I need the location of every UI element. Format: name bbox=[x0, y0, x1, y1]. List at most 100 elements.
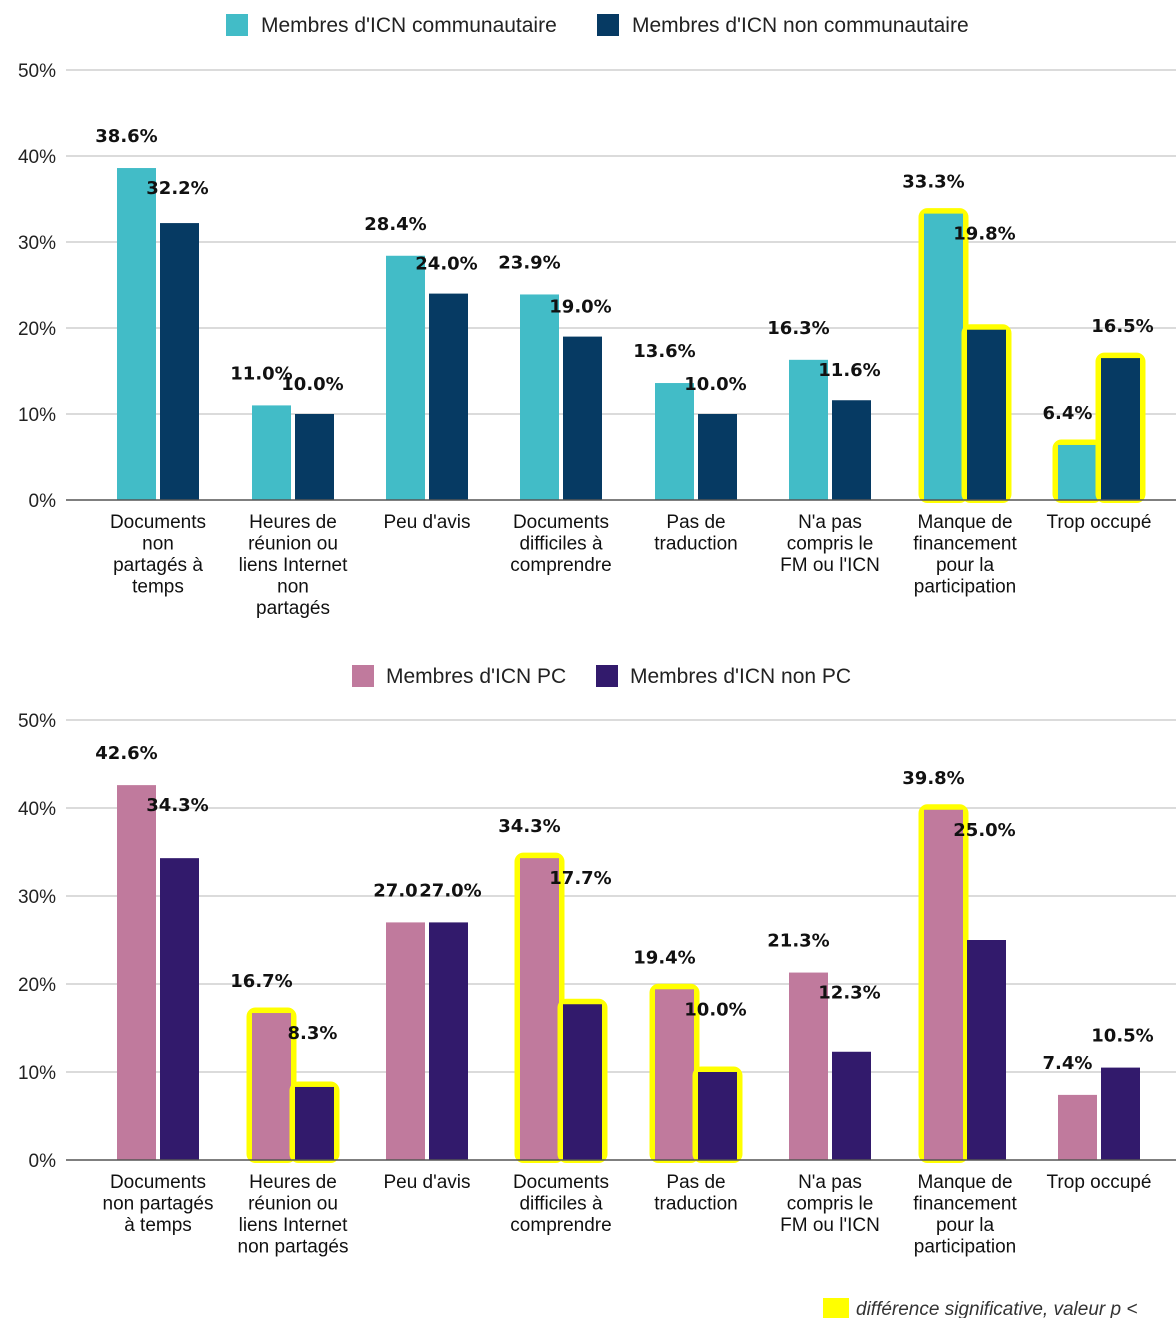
bar-series-a bbox=[789, 972, 828, 1160]
category-label-line: N'a pas bbox=[798, 1172, 862, 1193]
category-label: Documents difficiles à comprendre bbox=[510, 1172, 611, 1236]
category-label-line: comprendre bbox=[510, 555, 611, 576]
data-labels: 38.6%32.2%11.0%10.0%28.4%24.0% 23.9%19.0%… bbox=[95, 126, 1153, 424]
data-label: 19.0% bbox=[549, 297, 611, 318]
category-label-line: à temps bbox=[124, 1215, 192, 1236]
category-label-line: financement bbox=[913, 534, 1017, 555]
y-tick-label: 30% bbox=[18, 887, 56, 908]
bar-series-a bbox=[117, 785, 156, 1160]
data-label: 25.0% bbox=[953, 820, 1015, 841]
y-tick-label: 50% bbox=[18, 61, 56, 82]
category-label-line: pour la bbox=[936, 1215, 995, 1236]
y-tick-label: 30% bbox=[18, 233, 56, 254]
legend-swatch bbox=[597, 14, 619, 36]
category-label-line: Pas de bbox=[666, 1172, 725, 1193]
x-axis-labels: Documents non partagés à temps Heures de réu… bbox=[103, 1172, 1152, 1258]
bar-series-a bbox=[655, 383, 694, 500]
category-label-line: Documents bbox=[513, 512, 609, 533]
data-label: 10.5% bbox=[1091, 1026, 1153, 1047]
category-label-line: compris le bbox=[787, 534, 874, 555]
data-label: 39.8% bbox=[902, 768, 964, 789]
y-tick-label: 20% bbox=[18, 319, 56, 340]
category-label-line: temps bbox=[132, 577, 184, 598]
category-label-line: partagés à bbox=[113, 555, 203, 576]
data-label: 8.3% bbox=[288, 1023, 338, 1044]
legend-label: Membres d'ICN PC bbox=[386, 665, 566, 688]
data-label: 10.0% bbox=[281, 374, 343, 395]
data-label: 24.0% bbox=[415, 254, 477, 275]
category-label-line: Trop occupé bbox=[1047, 512, 1152, 533]
data-labels: 42.6% 34.3% 16.7% 8.3% 27.0 27.0% 34.3% 17.7% 19… bbox=[95, 743, 1153, 1074]
bar-series-a bbox=[520, 858, 559, 1160]
category-label-line: non partagés bbox=[238, 1237, 349, 1258]
category-label-line: Documents bbox=[110, 1172, 206, 1193]
bars bbox=[117, 168, 1146, 503]
legend-swatch bbox=[596, 665, 618, 687]
legend-swatch bbox=[352, 665, 374, 687]
bar-series-a bbox=[1058, 444, 1097, 500]
significance-legend: différence significative, valeur p < bbox=[823, 1298, 1137, 1318]
category-label: Heures de réunion ou liens Internet non par… bbox=[238, 1172, 349, 1258]
legend: Membres d'ICN communautaire Membres d'ICN… bbox=[226, 14, 969, 37]
category-label: Documents non partagés à temps bbox=[110, 512, 206, 598]
category-label: N'a pas compris le FM ou l'ICN bbox=[780, 1172, 880, 1236]
data-label: 12.3% bbox=[818, 983, 880, 1004]
data-label: 7.4% bbox=[1043, 1053, 1093, 1074]
bars bbox=[117, 785, 1140, 1164]
legend-swatch bbox=[226, 14, 248, 36]
bar-series-b bbox=[295, 414, 334, 500]
y-tick-label: 0% bbox=[29, 491, 57, 512]
legend-label: Membres d'ICN non PC bbox=[630, 665, 851, 688]
data-label: 19.4% bbox=[633, 947, 695, 968]
category-label-line: pour la bbox=[936, 555, 995, 576]
bar-series-b bbox=[563, 336, 602, 500]
category-label-line: difficiles à bbox=[519, 534, 603, 555]
bar-series-b bbox=[832, 1051, 871, 1160]
bar-series-b bbox=[967, 940, 1006, 1160]
data-label: 11.6% bbox=[818, 360, 880, 381]
category-label: Trop occupé bbox=[1047, 1172, 1152, 1193]
category-label-line: N'a pas bbox=[798, 512, 862, 533]
bar-series-a bbox=[117, 168, 156, 501]
category-label-line: partagés bbox=[256, 598, 330, 619]
category-label-line: réunion ou bbox=[248, 1194, 338, 1215]
data-label: 10.0% bbox=[684, 374, 746, 395]
data-label: 34.3% bbox=[146, 795, 208, 816]
y-tick-label: 50% bbox=[18, 711, 56, 732]
category-label-line: Heures de bbox=[249, 1172, 337, 1193]
bar-series-a bbox=[520, 294, 559, 500]
data-label: 19.8% bbox=[953, 224, 1015, 245]
bar-series-a bbox=[1058, 1094, 1097, 1160]
bar-series-b bbox=[160, 223, 199, 500]
category-label: Manque de financement pour la participation bbox=[913, 1172, 1017, 1258]
data-label: 21.3% bbox=[767, 931, 829, 952]
bar-series-a bbox=[386, 922, 425, 1160]
significance-note: différence significative, valeur p < bbox=[856, 1299, 1137, 1318]
bar-series-b bbox=[967, 329, 1006, 500]
category-label-line: traduction bbox=[654, 534, 737, 555]
data-label: 23.9% bbox=[498, 252, 560, 273]
bar-series-b bbox=[1101, 1067, 1140, 1160]
bar-series-b bbox=[563, 1004, 602, 1160]
data-label: 38.6% bbox=[95, 126, 157, 147]
y-tick-label: 20% bbox=[18, 975, 56, 996]
category-label-line: Peu d'avis bbox=[383, 1172, 470, 1193]
data-label: 42.6% bbox=[95, 743, 157, 764]
bar-series-b bbox=[160, 858, 199, 1160]
category-label-line: Heures de bbox=[249, 512, 337, 533]
category-label-line: compris le bbox=[787, 1194, 874, 1215]
category-label-line: Documents bbox=[110, 512, 206, 533]
data-label: 27.0% bbox=[419, 880, 481, 901]
category-label-line: non bbox=[277, 577, 309, 598]
data-label: 10.0% bbox=[684, 999, 746, 1020]
category-label-line: liens Internet bbox=[239, 1215, 349, 1236]
y-tick-label: 10% bbox=[18, 1063, 56, 1084]
y-tick-label: 0% bbox=[29, 1151, 57, 1172]
data-label: 33.3% bbox=[902, 172, 964, 193]
legend: Membres d'ICN PC Membres d'ICN non PC bbox=[352, 665, 851, 688]
data-label: 16.3% bbox=[767, 318, 829, 339]
legend-label: Membres d'ICN non communautaire bbox=[632, 14, 969, 37]
data-label: 32.2% bbox=[146, 178, 208, 199]
category-label: Documents difficiles à comprendre bbox=[510, 512, 611, 576]
